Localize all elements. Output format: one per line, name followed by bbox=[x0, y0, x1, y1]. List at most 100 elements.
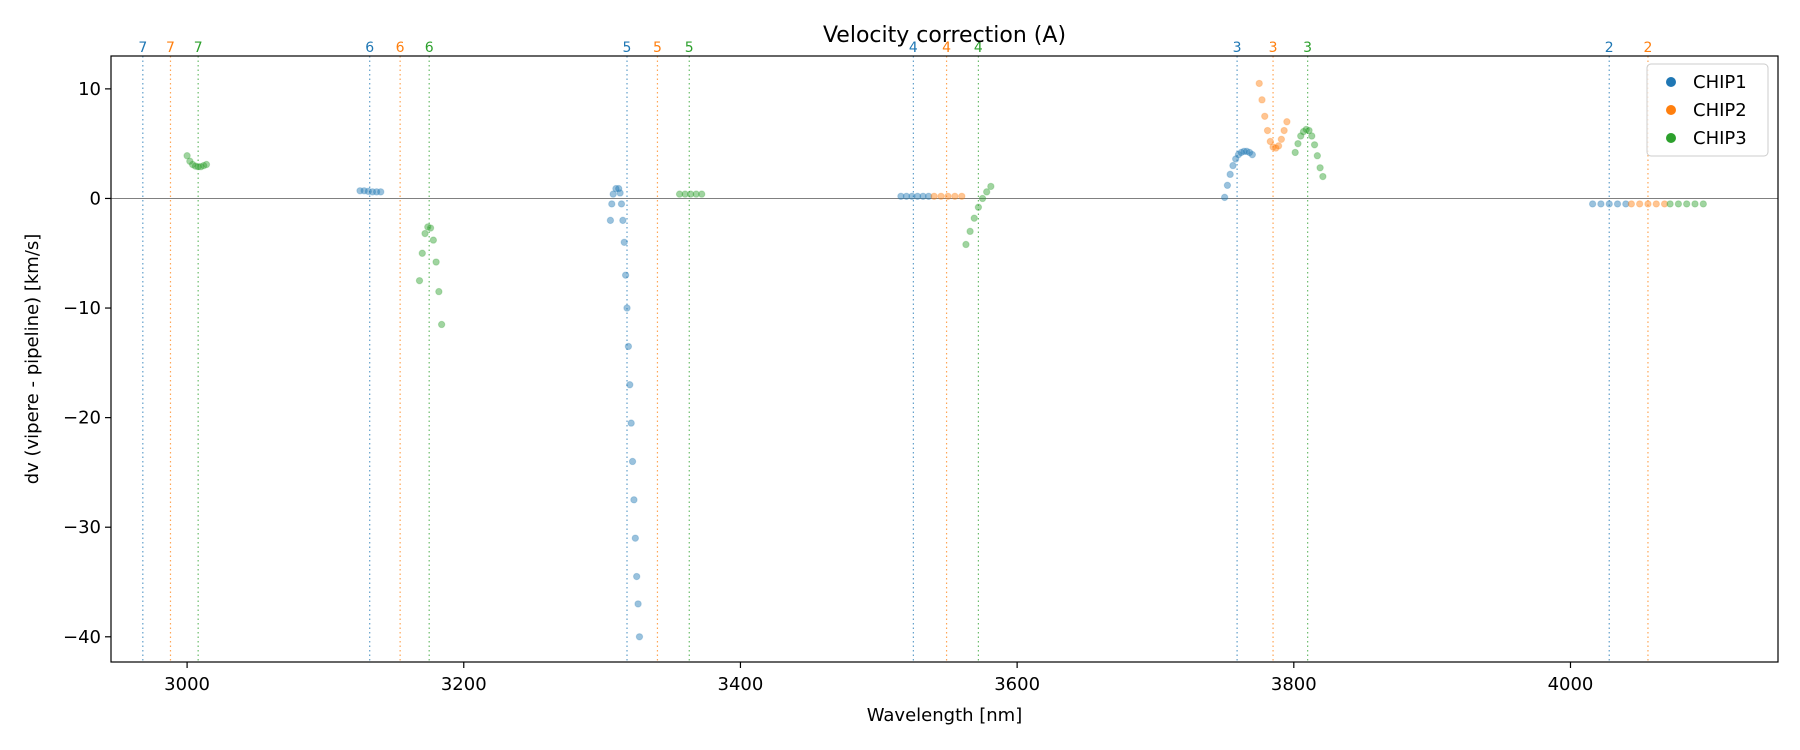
y-tick-label: −10 bbox=[63, 298, 101, 319]
data-point-chip1 bbox=[631, 534, 640, 542]
data-point-chip1 bbox=[1245, 148, 1254, 157]
data-point-chip2 bbox=[1644, 200, 1652, 208]
data-point-chip3 bbox=[199, 161, 208, 170]
data-point-chip2 bbox=[1283, 118, 1291, 126]
data-point-chip1 bbox=[1226, 170, 1234, 179]
data-point-chip1 bbox=[360, 187, 368, 195]
order-marker-label: 5 bbox=[623, 40, 632, 56]
data-point-chip1 bbox=[924, 192, 933, 200]
data-point-chip3 bbox=[1310, 141, 1319, 149]
data-point-chip2 bbox=[1274, 142, 1283, 150]
order-marker-label: 4 bbox=[942, 40, 951, 56]
order-marker-label: 7 bbox=[194, 40, 203, 56]
data-point-chip3 bbox=[1294, 139, 1302, 148]
legend-label: CHIP2 bbox=[1693, 100, 1747, 121]
y-tick-label: 0 bbox=[90, 188, 101, 209]
data-point-chip3 bbox=[1699, 200, 1707, 208]
data-point-chip2 bbox=[1280, 126, 1288, 135]
data-point-chip1 bbox=[609, 190, 617, 198]
data-point-chip1 bbox=[1240, 147, 1248, 156]
data-point-chip3 bbox=[1302, 125, 1310, 134]
order-marker-label: 4 bbox=[909, 40, 918, 56]
data-point-chip1 bbox=[608, 200, 616, 208]
data-point-chip1 bbox=[634, 600, 642, 608]
y-tick-label: −20 bbox=[63, 408, 101, 429]
data-point-chip3 bbox=[966, 227, 974, 236]
x-axis-label: Wavelength [nm] bbox=[867, 705, 1023, 726]
data-point-chip1 bbox=[635, 633, 644, 641]
data-point-chip1 bbox=[1622, 200, 1630, 208]
data-point-chip3 bbox=[197, 162, 205, 171]
data-point-chip1 bbox=[1613, 200, 1622, 208]
data-point-chip2 bbox=[1635, 200, 1644, 208]
data-point-chip3 bbox=[1299, 127, 1308, 136]
data-point-chip1 bbox=[1232, 155, 1240, 163]
data-point-chip3 bbox=[675, 190, 684, 198]
data-point-chip1 bbox=[1605, 200, 1613, 208]
data-point-chip1 bbox=[1229, 161, 1237, 170]
data-point-chip1 bbox=[1237, 148, 1245, 157]
x-tick-label: 4000 bbox=[1548, 674, 1594, 695]
data-point-chip2 bbox=[1263, 126, 1272, 135]
data-point-chip1 bbox=[368, 188, 377, 196]
order-marker-labels: 7 7 7 6 6 6 5 5 5 4 4 4 3 3 3 2 2 bbox=[138, 40, 1652, 56]
data-point-chip3 bbox=[435, 287, 443, 296]
data-point-chip3 bbox=[432, 258, 440, 266]
legend-marker bbox=[1666, 105, 1676, 115]
data-point-chip3 bbox=[191, 162, 200, 170]
x-tick-label: 3800 bbox=[1271, 674, 1317, 695]
data-point-chip3 bbox=[978, 194, 987, 203]
data-point-chip3 bbox=[437, 320, 446, 329]
x-tick-label: 3600 bbox=[994, 674, 1040, 695]
data-point-chip1 bbox=[626, 381, 634, 389]
legend-marker bbox=[1666, 77, 1676, 87]
order-marker-label: 7 bbox=[138, 40, 147, 56]
data-point-chip1 bbox=[377, 188, 385, 196]
data-point-chip1 bbox=[624, 342, 633, 351]
legend-marker bbox=[1666, 133, 1676, 143]
data-point-chip1 bbox=[372, 188, 381, 196]
y-axis-label: dv (vipere - pipeline) [km/s] bbox=[22, 234, 43, 485]
data-point-chip1 bbox=[919, 192, 927, 200]
legend: CHIP1 CHIP2 CHIP3 bbox=[1646, 63, 1769, 157]
data-point-chip3 bbox=[1297, 132, 1305, 140]
data-point-chip2 bbox=[1266, 137, 1274, 146]
data-point-chip1 bbox=[1597, 200, 1605, 208]
data-point-chip1 bbox=[1223, 181, 1232, 190]
y-axis-ticks: 10 0 −10 −20 −30 −40 bbox=[63, 79, 111, 648]
data-point-chip3 bbox=[1319, 172, 1327, 181]
data-point-chip3 bbox=[1305, 126, 1313, 135]
data-point-chip2 bbox=[930, 192, 938, 200]
data-point-chip3 bbox=[424, 223, 432, 231]
data-point-chip3 bbox=[1313, 152, 1322, 160]
x-tick-label: 3000 bbox=[164, 674, 210, 695]
data-point-chip3 bbox=[1666, 200, 1674, 208]
legend-label: CHIP1 bbox=[1693, 72, 1747, 93]
data-point-chip3 bbox=[686, 190, 695, 198]
order-marker-label: 5 bbox=[653, 40, 662, 56]
order-marker-label: 2 bbox=[1605, 40, 1614, 56]
data-point-chip1 bbox=[902, 192, 911, 200]
order-marker-label: 2 bbox=[1643, 40, 1652, 56]
data-point-chip2 bbox=[937, 192, 945, 200]
data-point-chip3 bbox=[426, 224, 435, 232]
data-point-chip2 bbox=[1277, 135, 1286, 143]
data-point-chip2 bbox=[1261, 112, 1269, 120]
data-point-chip3 bbox=[186, 157, 194, 165]
chart-title: Velocity correction (A) bbox=[823, 23, 1066, 48]
data-point-chip3 bbox=[1691, 200, 1699, 208]
y-tick-label: −30 bbox=[63, 517, 101, 538]
data-point-chip1 bbox=[913, 192, 922, 200]
data-point-chip3 bbox=[183, 152, 191, 160]
data-point-chip1 bbox=[1588, 200, 1597, 208]
data-point-chip3 bbox=[1674, 200, 1683, 208]
data-point-chip3 bbox=[982, 188, 991, 196]
data-point-chip1 bbox=[619, 216, 627, 225]
data-point-chip1 bbox=[606, 216, 615, 225]
x-tick-label: 3400 bbox=[718, 674, 764, 695]
scatter-points bbox=[183, 79, 1707, 641]
data-point-chip3 bbox=[1682, 200, 1691, 208]
data-point-chip1 bbox=[620, 238, 628, 246]
data-point-chip3 bbox=[188, 160, 197, 169]
